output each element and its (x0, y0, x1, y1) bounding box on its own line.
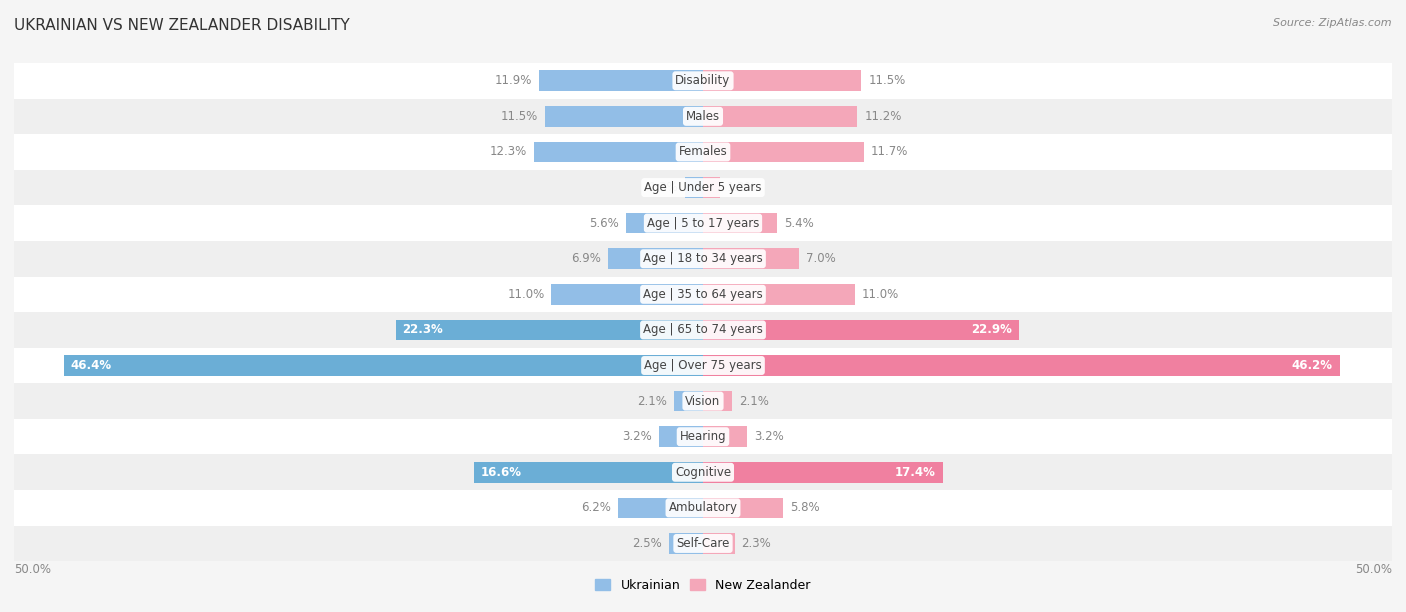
Text: Cognitive: Cognitive (675, 466, 731, 479)
Bar (14, 383, 1392, 419)
Bar (673, 391, 703, 411)
Bar (14, 455, 1392, 490)
Text: 1.2%: 1.2% (727, 181, 756, 194)
Bar (669, 533, 703, 554)
Text: 3.2%: 3.2% (623, 430, 652, 443)
Bar (63, 355, 703, 376)
Bar (659, 427, 703, 447)
Bar (14, 206, 1392, 241)
Text: 12.3%: 12.3% (489, 146, 527, 159)
Bar (607, 248, 703, 269)
Text: 50.0%: 50.0% (1355, 563, 1392, 576)
Bar (703, 319, 1018, 340)
Bar (703, 533, 735, 554)
Text: Vision: Vision (685, 395, 721, 408)
Bar (703, 141, 865, 162)
Bar (703, 498, 783, 518)
Text: 17.4%: 17.4% (896, 466, 936, 479)
Bar (703, 391, 733, 411)
Text: Males: Males (686, 110, 720, 123)
Text: 11.0%: 11.0% (508, 288, 544, 301)
Text: 46.2%: 46.2% (1292, 359, 1333, 372)
Bar (703, 213, 778, 233)
Text: 6.2%: 6.2% (581, 501, 610, 514)
Text: 3.2%: 3.2% (754, 430, 783, 443)
Bar (14, 63, 1392, 99)
Text: 11.0%: 11.0% (862, 288, 898, 301)
Bar (617, 498, 703, 518)
Bar (685, 177, 703, 198)
Text: 11.5%: 11.5% (501, 110, 537, 123)
Text: Self-Care: Self-Care (676, 537, 730, 550)
Bar (14, 312, 1392, 348)
Bar (626, 213, 703, 233)
Bar (703, 355, 1340, 376)
Bar (703, 427, 747, 447)
Text: 11.5%: 11.5% (869, 74, 905, 88)
Text: 2.1%: 2.1% (637, 395, 668, 408)
Text: Age | 65 to 74 years: Age | 65 to 74 years (643, 323, 763, 337)
Text: 11.9%: 11.9% (495, 74, 531, 88)
Text: 46.4%: 46.4% (70, 359, 111, 372)
Text: 11.2%: 11.2% (865, 110, 901, 123)
Bar (14, 134, 1392, 170)
Bar (14, 170, 1392, 206)
Text: 2.1%: 2.1% (738, 395, 769, 408)
Bar (14, 277, 1392, 312)
Bar (14, 99, 1392, 134)
Text: 1.3%: 1.3% (648, 181, 678, 194)
Text: Age | 18 to 34 years: Age | 18 to 34 years (643, 252, 763, 265)
Text: 50.0%: 50.0% (14, 563, 51, 576)
Text: 5.8%: 5.8% (790, 501, 820, 514)
Text: 6.9%: 6.9% (571, 252, 600, 265)
Text: Source: ZipAtlas.com: Source: ZipAtlas.com (1274, 18, 1392, 28)
Text: Age | Under 5 years: Age | Under 5 years (644, 181, 762, 194)
Text: 7.0%: 7.0% (807, 252, 837, 265)
Bar (703, 177, 720, 198)
Bar (544, 106, 703, 127)
Text: Hearing: Hearing (679, 430, 727, 443)
Text: 5.6%: 5.6% (589, 217, 619, 230)
Text: 22.9%: 22.9% (970, 323, 1012, 337)
Bar (533, 141, 703, 162)
Text: UKRAINIAN VS NEW ZEALANDER DISABILITY: UKRAINIAN VS NEW ZEALANDER DISABILITY (14, 18, 350, 34)
Text: Ambulatory: Ambulatory (668, 501, 738, 514)
Bar (703, 70, 862, 91)
Bar (551, 284, 703, 305)
Text: 2.3%: 2.3% (741, 537, 772, 550)
Bar (395, 319, 703, 340)
Bar (703, 462, 943, 483)
Bar (474, 462, 703, 483)
Text: Age | 35 to 64 years: Age | 35 to 64 years (643, 288, 763, 301)
Bar (14, 526, 1392, 561)
Bar (703, 284, 855, 305)
Text: 22.3%: 22.3% (402, 323, 443, 337)
Text: Females: Females (679, 146, 727, 159)
Text: Disability: Disability (675, 74, 731, 88)
Text: 5.4%: 5.4% (785, 217, 814, 230)
Bar (703, 106, 858, 127)
Text: 2.5%: 2.5% (631, 537, 662, 550)
Text: 11.7%: 11.7% (872, 146, 908, 159)
Text: Age | Over 75 years: Age | Over 75 years (644, 359, 762, 372)
Bar (14, 348, 1392, 383)
Bar (703, 248, 800, 269)
Legend: Ukrainian, New Zealander: Ukrainian, New Zealander (591, 574, 815, 597)
Text: 16.6%: 16.6% (481, 466, 522, 479)
Text: Age | 5 to 17 years: Age | 5 to 17 years (647, 217, 759, 230)
Bar (538, 70, 703, 91)
Bar (14, 490, 1392, 526)
Bar (14, 419, 1392, 455)
Bar (14, 241, 1392, 277)
